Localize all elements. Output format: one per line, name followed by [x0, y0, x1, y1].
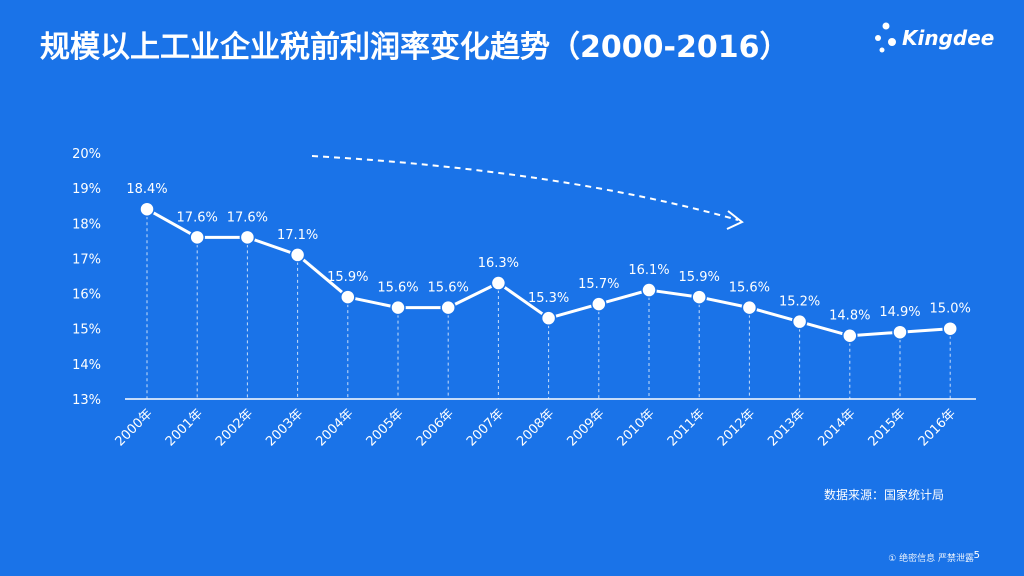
data-point — [289, 247, 306, 263]
logo-text: Kingdee — [902, 26, 995, 50]
data-point — [591, 296, 607, 312]
data-label: 17.1% — [277, 228, 318, 243]
x-tick-label: 2003年 — [263, 406, 306, 449]
trend-arrow-path — [311, 155, 739, 221]
data-source: 数据来源：国家统计局 — [823, 488, 944, 502]
data-labels: 18.4% 17.6% 17.6% 17.1% 15.9% 15.6% 15.6% 16.3%… — [126, 182, 971, 324]
y-tick-label: 14% — [72, 358, 101, 373]
data-point — [440, 299, 456, 316]
page-title: 规模以上工业企业税前利润率变化趋势（2000-2016） — [40, 30, 790, 65]
x-tick-label: 2004年 — [313, 406, 356, 449]
x-tick-label: 2001年 — [163, 406, 206, 449]
y-axis: 13% 14% 15% 16% 17% 18% 19% 20% — [72, 147, 101, 408]
x-tick-label: 2016年 — [916, 406, 959, 449]
kingdee-logo: Kingdee — [872, 20, 995, 60]
data-label: 15.6% — [428, 281, 469, 296]
data-point — [540, 310, 557, 326]
y-tick-label: 18% — [72, 217, 101, 232]
data-label: 15.9% — [327, 270, 368, 285]
data-label: 14.9% — [879, 305, 920, 320]
data-label: 15.0% — [930, 302, 971, 317]
x-tick-label: 2012年 — [715, 406, 758, 449]
data-label: 17.6% — [177, 210, 218, 225]
data-point — [691, 289, 707, 305]
data-point — [791, 313, 808, 330]
x-tick-label: 2007年 — [464, 406, 507, 449]
x-axis: 2000年 2001年 2002年 2003年 2004年 2005年 2006年 2007年… — [113, 406, 959, 449]
x-tick-label: 2006年 — [414, 406, 457, 449]
data-point — [641, 282, 657, 298]
y-tick-label: 19% — [72, 182, 101, 197]
x-tick-label: 2000年 — [113, 406, 156, 449]
y-tick-label: 15% — [72, 323, 101, 338]
data-point — [139, 201, 155, 217]
data-point — [892, 324, 908, 340]
data-label: 17.6% — [227, 210, 268, 225]
data-point — [189, 229, 205, 246]
x-tick-label: 2009年 — [564, 406, 607, 449]
data-label: 16.3% — [478, 256, 519, 271]
x-tick-label: 2013年 — [765, 406, 808, 449]
data-point — [390, 299, 406, 316]
data-point — [340, 289, 356, 305]
page-number: 5 — [973, 550, 980, 561]
x-tick-label: 2002年 — [213, 406, 256, 449]
data-points — [139, 201, 958, 344]
drop-lines — [146, 216, 951, 399]
data-point — [490, 275, 507, 291]
data-label: 15.3% — [528, 291, 569, 306]
x-tick-label: 2010年 — [615, 406, 658, 449]
data-label: 14.8% — [829, 309, 870, 324]
data-label: 15.9% — [679, 270, 720, 285]
y-tick-label: 17% — [72, 252, 101, 267]
data-point — [239, 229, 256, 246]
x-tick-label: 2015年 — [866, 406, 909, 449]
y-tick-label: 20% — [72, 147, 101, 162]
data-label: 16.1% — [628, 263, 669, 278]
y-tick-label: 16% — [72, 288, 101, 303]
data-label: 15.2% — [779, 295, 820, 310]
data-point — [942, 320, 958, 337]
data-label: 15.6% — [729, 281, 770, 296]
x-tick-label: 2005年 — [364, 406, 407, 449]
data-label: 15.6% — [377, 281, 418, 296]
x-tick-label: 2008年 — [514, 406, 557, 449]
data-label: 18.4% — [126, 182, 167, 197]
confidential-note: ① 绝密信息 严禁泄露 — [888, 554, 974, 564]
data-label: 15.7% — [578, 277, 619, 292]
trend-arrow — [311, 155, 744, 230]
data-point — [741, 299, 758, 316]
y-tick-label: 13% — [72, 393, 101, 408]
x-tick-label: 2011年 — [665, 406, 708, 449]
trend-arrow-head-icon — [726, 210, 744, 230]
data-point — [842, 327, 858, 344]
x-tick-label: 2014年 — [815, 406, 858, 449]
logo-dots-icon — [875, 22, 896, 53]
